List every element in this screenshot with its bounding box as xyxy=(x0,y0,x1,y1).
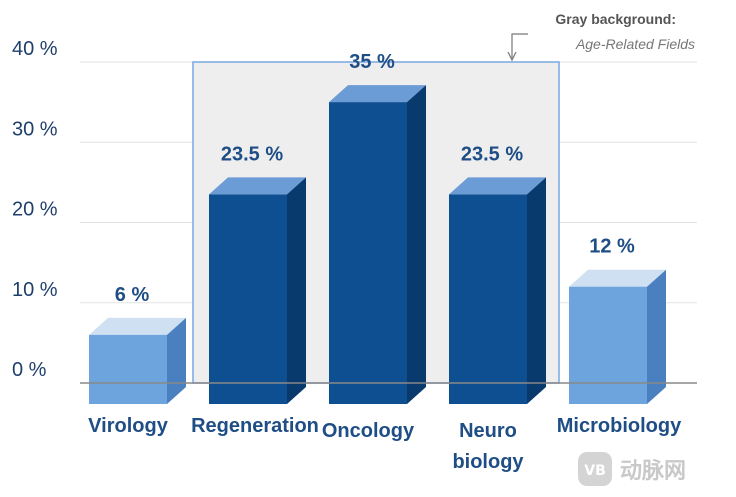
bar xyxy=(329,85,426,404)
bar-front-face xyxy=(329,102,407,404)
bar-front-face xyxy=(569,286,647,404)
category-label: Oncology xyxy=(322,420,415,442)
value-label: 23.5 % xyxy=(221,143,283,165)
annotation-arrow xyxy=(511,33,528,58)
y-tick-label: 0 % xyxy=(12,359,47,381)
watermark: VB 动脉网 xyxy=(578,452,686,486)
category-label: Virology xyxy=(88,415,169,437)
annotation-title: Gray background: xyxy=(555,11,676,27)
bar xyxy=(89,317,186,404)
y-tick-label: 30 % xyxy=(12,118,58,140)
bar-top-face xyxy=(569,269,666,287)
bar-side-face xyxy=(647,269,666,404)
watermark-logo-icon xyxy=(578,452,612,486)
bar-top-face xyxy=(209,177,306,195)
category-label: Neuro xyxy=(459,420,517,442)
annotation-subtitle: Age-Related Fields xyxy=(575,36,695,52)
bar xyxy=(449,177,546,404)
bar-side-face xyxy=(287,177,306,404)
y-axis-ticks: 0 % 10 % 20 % 30 % 40 % xyxy=(12,38,58,381)
value-label: 35 % xyxy=(349,51,395,73)
bar-side-face xyxy=(407,85,426,404)
bar-front-face xyxy=(89,334,167,404)
bar xyxy=(209,177,306,404)
value-labels: 6 % 23.5 % 35 % 23.5 % 12 % xyxy=(115,51,635,306)
value-label: 12 % xyxy=(589,236,635,258)
bars xyxy=(89,85,666,404)
watermark-text: 动脉网 xyxy=(620,459,686,484)
category-label: Regeneration xyxy=(191,415,319,437)
bar-top-face xyxy=(329,85,426,103)
y-tick-label: 20 % xyxy=(12,199,58,221)
y-tick-label: 40 % xyxy=(12,38,58,60)
category-labels: Virology Regeneration Oncology Neuro biology… xyxy=(88,415,682,473)
bar-top-face xyxy=(89,317,186,335)
category-label: biology xyxy=(452,451,524,473)
value-label: 6 % xyxy=(115,284,150,306)
annotation: Gray background: Age-Related Fields xyxy=(507,11,695,62)
category-label: Microbiology xyxy=(557,415,682,437)
bar-front-face xyxy=(209,194,287,404)
watermark-logo-text: VB xyxy=(584,463,606,479)
annotation-arrowhead xyxy=(507,51,517,62)
bar-top-face xyxy=(449,177,546,195)
y-tick-label: 10 % xyxy=(12,279,58,301)
value-label: 23.5 % xyxy=(461,143,523,165)
bar xyxy=(569,269,666,404)
bar-side-face xyxy=(527,177,546,404)
bar-front-face xyxy=(449,194,527,404)
